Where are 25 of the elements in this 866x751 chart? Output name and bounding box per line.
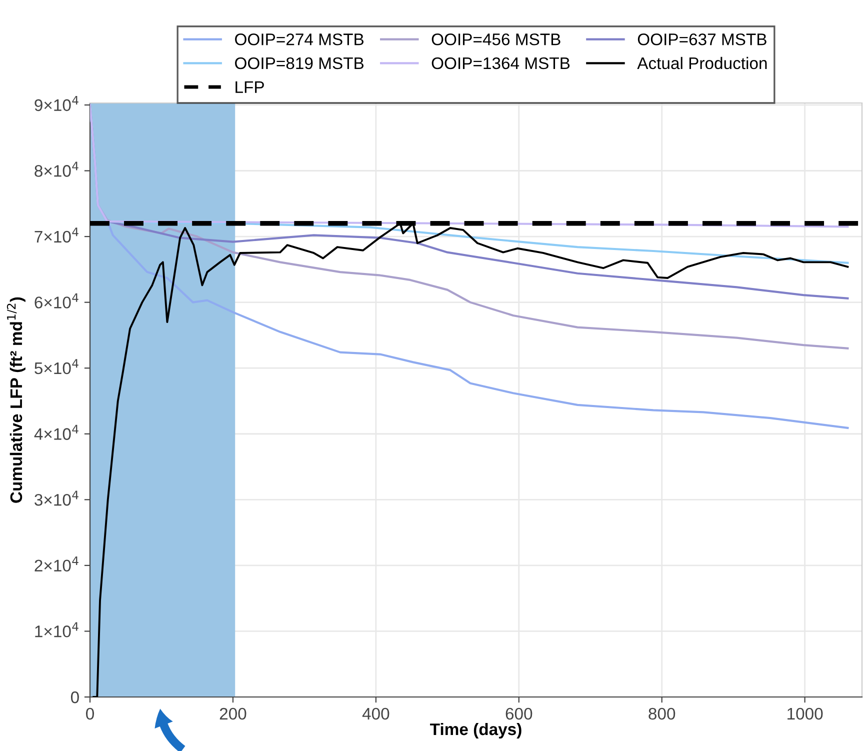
legend-label: Actual Production — [637, 56, 767, 70]
x-tick-label: 400 — [362, 708, 390, 720]
y-tick-label: 2×10$^{4}$ — [34, 556, 78, 572]
legend-label: OOIP=456 MSTB — [432, 33, 560, 46]
x-axis-title: Time (days) — [430, 722, 522, 738]
x-tick-label: 0 — [86, 708, 94, 720]
legend-label: OOIP=637 MSTB — [638, 33, 766, 46]
x-tick-label: 1000 — [788, 708, 823, 720]
legend-label: OOIP=274 MSTB — [235, 33, 364, 46]
y-tick-label: 7×10$^{4}$ — [34, 228, 78, 243]
legend-label: OOIP=1364 MSTB — [432, 57, 570, 70]
y-axis-title: Cumulative LFP (ft² md$^{1/2}$) — [6, 297, 26, 503]
y-tick-label: 3×10$^{4}$ — [34, 490, 78, 506]
legend-label: LFP — [236, 81, 264, 93]
y-tick-label: 0 — [70, 691, 79, 704]
x-tick-label: 200 — [220, 708, 246, 720]
y-tick-label: 4×10$^{4}$ — [34, 424, 78, 440]
legend-label: OOIP=819 MSTB — [235, 57, 364, 70]
y-tick-label: 6×10$^{4}$ — [34, 293, 78, 308]
y-tick-label: 9×10$^{4}$ — [34, 96, 78, 112]
x-tick-label: 600 — [506, 708, 532, 720]
y-tick-label: 5×10$^{4}$ — [34, 359, 78, 374]
x-tick-label: 800 — [648, 708, 676, 720]
y-tick-label: 1×10$^{4}$ — [35, 622, 78, 638]
y-tick-label: 8×10$^{4}$ — [34, 162, 78, 177]
